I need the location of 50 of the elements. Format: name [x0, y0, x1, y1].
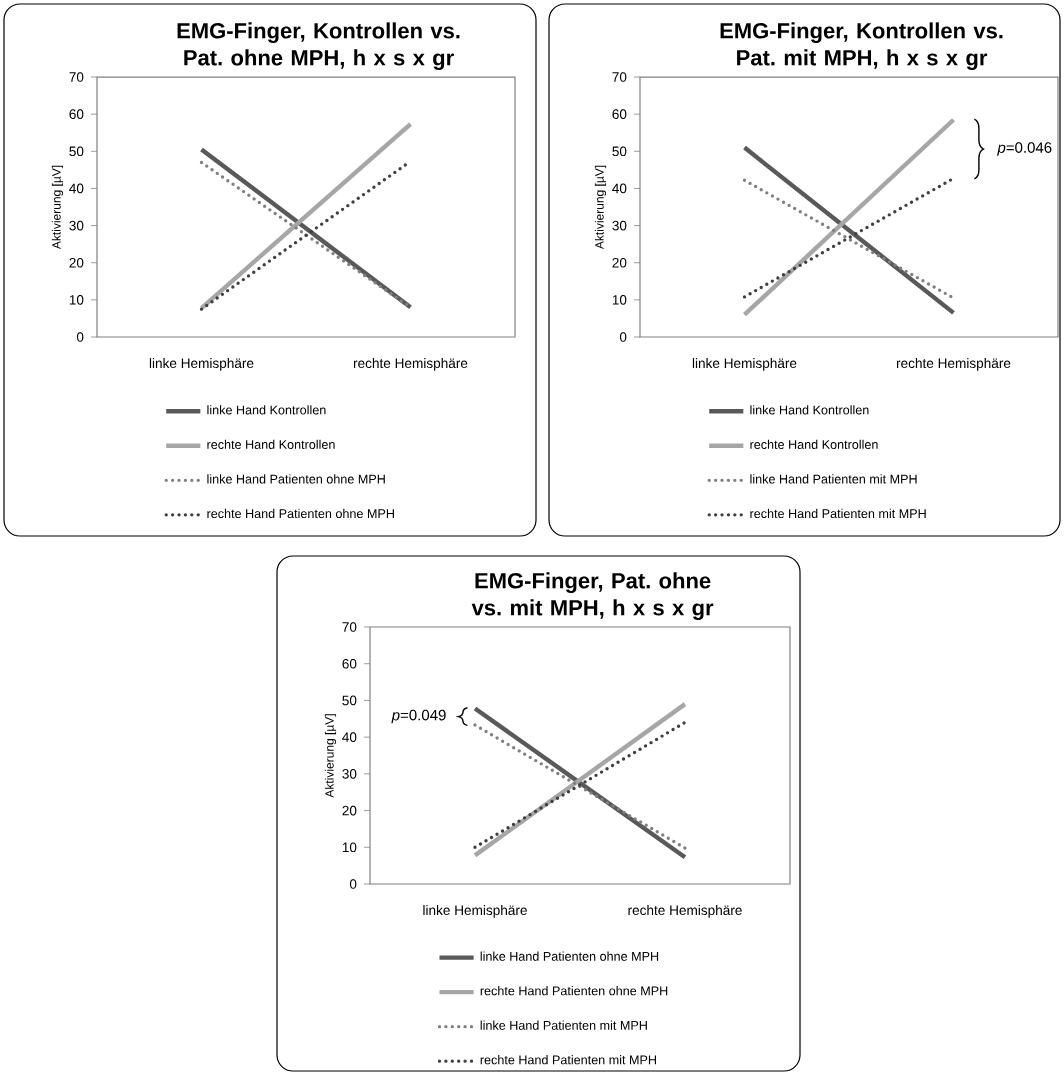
chart-title: EMG-Finger, Pat. ohne vs. mit MPH, h x s x gr [471, 572, 714, 620]
y-axis-title: Aktivierung [µV] [324, 714, 337, 798]
y-tick-label: 0 [619, 332, 627, 342]
x-tick-label: linke Hemisphäre [423, 905, 527, 918]
legend-label: rechte Hand Kontrollen [750, 439, 878, 449]
y-tick-label: 20 [69, 257, 84, 268]
y-tick-label: 30 [342, 769, 357, 779]
x-tick-label: rechte Hemisphäre [353, 358, 468, 371]
legend-label: rechte Hand Patienten ohne MPH [480, 986, 668, 996]
y-tick-label: 60 [612, 109, 627, 119]
x-tick-label: rechte Hemisphäre [896, 358, 1011, 371]
legend-label: rechte Hand Patienten mit MPH [480, 1055, 656, 1065]
legend-label: linke Hand Patienten ohne MPH [480, 951, 659, 961]
y-tick-label: 50 [612, 146, 627, 157]
y-tick-label: 10 [612, 295, 627, 305]
y-tick-label: 0 [349, 879, 357, 889]
y-tick-label: 70 [69, 72, 84, 82]
y-axis-title: Aktivierung [µV] [51, 165, 64, 250]
y-tick-label: 20 [342, 805, 357, 816]
y-axis-title: Aktivierung [µV] [594, 165, 607, 250]
y-tick-label: 0 [76, 332, 84, 342]
annotation: p=0.049 [391, 709, 446, 724]
y-tick-label: 10 [69, 295, 84, 305]
legend-label: linke Hand Kontrollen [750, 405, 869, 415]
y-tick-label: 30 [612, 220, 627, 231]
chart-title: EMG-Finger, Kontrollen vs. Pat. ohne MPH, h x s x gr [177, 22, 460, 70]
y-tick-label: 10 [342, 842, 357, 853]
y-tick-label: 40 [69, 183, 84, 194]
y-tick-label: 40 [342, 732, 357, 742]
legend-label: rechte Hand Patienten ohne MPH [207, 508, 394, 519]
legend-label: linke Hand Patienten ohne MPH [207, 474, 385, 484]
y-tick-label: 70 [342, 622, 357, 632]
y-tick-label: 60 [69, 109, 84, 119]
y-tick-label: 50 [342, 695, 357, 706]
y-tick-label: 20 [612, 257, 627, 268]
y-tick-label: 50 [69, 146, 84, 157]
annotation: p=0.046 [997, 142, 1052, 156]
y-tick-label: 60 [342, 658, 357, 669]
x-tick-label: linke Hemisphäre [692, 358, 797, 371]
y-tick-label: 40 [612, 183, 627, 194]
legend-label: rechte Hand Patienten mit MPH [750, 508, 926, 519]
x-tick-label: linke Hemisphäre [149, 358, 254, 371]
y-tick-label: 70 [612, 72, 627, 82]
legend-label: linke Hand Patienten mit MPH [480, 1020, 647, 1030]
y-tick-label: 30 [69, 220, 84, 231]
legend-label: linke Hand Kontrollen [207, 405, 326, 415]
chart-title: EMG-Finger, Kontrollen vs. Pat. mit MPH, h x s x gr [720, 22, 1003, 70]
x-tick-label: rechte Hemisphäre [628, 905, 742, 918]
legend-label: rechte Hand Kontrollen [207, 439, 335, 449]
legend-label: linke Hand Patienten mit MPH [750, 474, 917, 484]
